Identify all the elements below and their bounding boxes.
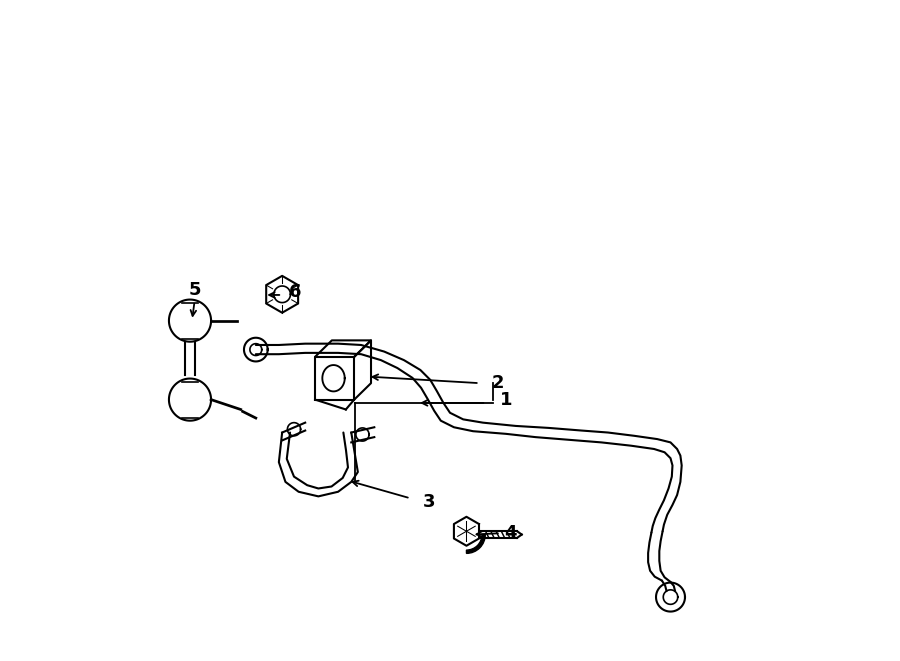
Wedge shape — [466, 535, 485, 553]
Text: 1: 1 — [500, 391, 512, 408]
Text: 5: 5 — [188, 281, 201, 299]
Text: 2: 2 — [491, 374, 504, 392]
Text: 3: 3 — [423, 492, 436, 511]
Text: 6: 6 — [289, 284, 302, 301]
Text: 4: 4 — [504, 524, 517, 542]
